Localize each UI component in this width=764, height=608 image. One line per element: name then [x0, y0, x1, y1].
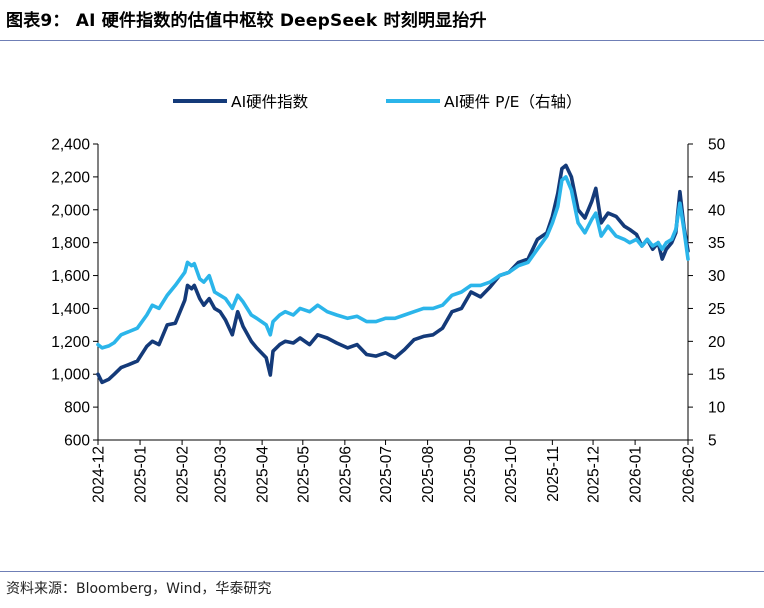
x-tick-label: 2025-02 — [175, 446, 192, 503]
x-tick-label: 2025-04 — [255, 446, 272, 503]
y-right-tick-label: 45 — [708, 169, 725, 186]
x-tick-label: 2025-12 — [586, 446, 603, 503]
title-rule — [0, 40, 764, 41]
y-right-tick-label: 50 — [708, 137, 726, 154]
axes: 600 800 1,000 1,200 1,400 1,600 1,800 2,000 2,20… — [51, 137, 725, 503]
y-left-tick-label: 2,400 — [51, 137, 90, 154]
x-tick-label: 2024-12 — [91, 446, 108, 503]
y-left-tick-label: 2,200 — [51, 169, 90, 186]
y-left-tick-label: 600 — [64, 433, 90, 450]
x-tick-label: 2025-08 — [420, 446, 437, 503]
y-left-tick-label: 1,000 — [51, 367, 90, 384]
x-tick-label: 2026-02 — [681, 446, 698, 503]
x-tick-label: 2025-03 — [213, 446, 230, 503]
legend: AI硬件指数 AI硬件 P/E（右轴） — [173, 93, 581, 111]
x-tick-label: 2025-09 — [462, 446, 479, 503]
y-right-tick-label: 5 — [708, 433, 717, 450]
y-right-tick-label: 20 — [708, 334, 726, 351]
y-left-tick-label: 1,200 — [51, 334, 90, 351]
x-tick-label: 2025-11 — [545, 446, 562, 502]
series-lines — [96, 163, 690, 385]
y-left-tick-label: 1,400 — [51, 301, 90, 318]
x-tick-label: 2025-10 — [503, 446, 520, 503]
y-right-tick-label: 10 — [708, 400, 726, 417]
y-left-tick-label: 2,000 — [51, 202, 90, 219]
series-line-pe — [96, 175, 690, 350]
y-left-tick-label: 1,800 — [51, 235, 90, 252]
source-rule — [0, 571, 764, 572]
series-line-index — [96, 163, 690, 385]
y-left-tick-label: 1,600 — [51, 268, 90, 285]
x-tick-label: 2025-07 — [378, 446, 395, 503]
source-note: 资料来源：Bloomberg，Wind，华泰研究 — [6, 581, 272, 597]
legend-label-pe: AI硬件 P/E（右轴） — [444, 93, 581, 111]
x-tick-label: 2025-01 — [133, 446, 150, 503]
y-right-tick-label: 25 — [708, 301, 725, 318]
y-right-tick-label: 30 — [708, 268, 726, 285]
x-tick-label: 2026-01 — [628, 446, 645, 503]
legend-label-index: AI硬件指数 — [231, 93, 309, 111]
x-tick-label: 2025-05 — [295, 446, 312, 503]
y-right-tick-label: 35 — [708, 235, 725, 252]
y-right-tick-label: 40 — [708, 202, 726, 219]
y-left-tick-label: 800 — [64, 400, 90, 417]
x-tick-label: 2025-06 — [337, 446, 354, 503]
figure-title: 图表9： AI 硬件指数的估值中枢较 DeepSeek 时刻明显抬升 — [6, 11, 487, 31]
chart: AI硬件指数 AI硬件 P/E（右轴） 600 800 1,000 1,200 1,400… — [51, 93, 725, 503]
y-right-tick-label: 15 — [708, 367, 725, 384]
